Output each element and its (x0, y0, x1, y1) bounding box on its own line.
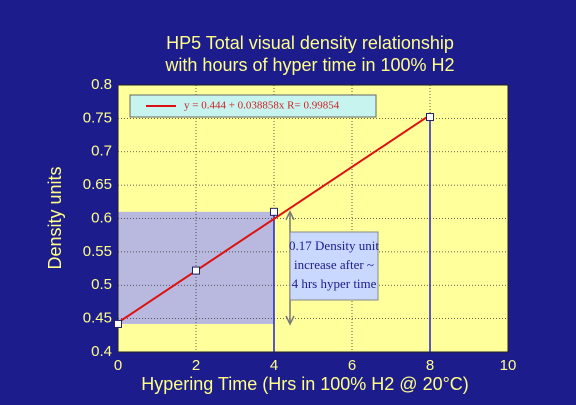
y-tick-label: 0.6 (91, 209, 112, 226)
fit-line (117, 114, 431, 324)
data-point (426, 113, 434, 122)
x-tick-label: 4 (270, 357, 278, 374)
x-axis-label: Hypering Time (Hrs in 100% H2 @ 20°C) (141, 374, 469, 394)
data-point (192, 266, 200, 275)
chart-title: HP5 Total visual density relationship (166, 33, 454, 53)
x-tick-label: 2 (192, 357, 200, 374)
x-tick-label: 10 (500, 357, 517, 374)
y-tick-label: 0.45 (83, 310, 112, 327)
data-point (114, 319, 122, 328)
chart-title: with hours of hyper time in 100% H2 (164, 55, 454, 75)
x-tick-label: 6 (348, 357, 356, 374)
x-tick-label: 8 (426, 357, 434, 374)
y-tick-label: 0.8 (91, 76, 112, 93)
y-tick-label: 0.4 (91, 343, 112, 360)
annotation-box (289, 231, 379, 301)
annotation-text: 4 hrs hyper time (292, 276, 377, 291)
annotation-text: 0.17 Density unit (289, 238, 379, 253)
y-axis-label: Density units (45, 166, 65, 269)
y-tick-label: 0.75 (83, 109, 112, 126)
plot-border (117, 84, 509, 353)
legend-label: y = 0.444 + 0.038858x R= 0.99854 (184, 100, 340, 112)
y-tick-label: 0.55 (83, 243, 112, 260)
annotation-text: increase after ~ (294, 257, 374, 272)
y-tick-label: 0.7 (91, 143, 112, 160)
data-point (270, 207, 278, 216)
legend-box (129, 94, 377, 118)
arrow-head (285, 210, 295, 221)
y-tick-label: 0.65 (83, 176, 112, 193)
x-tick-label: 0 (114, 357, 122, 374)
arrow-head (285, 315, 295, 326)
y-tick-label: 0.5 (91, 276, 112, 293)
